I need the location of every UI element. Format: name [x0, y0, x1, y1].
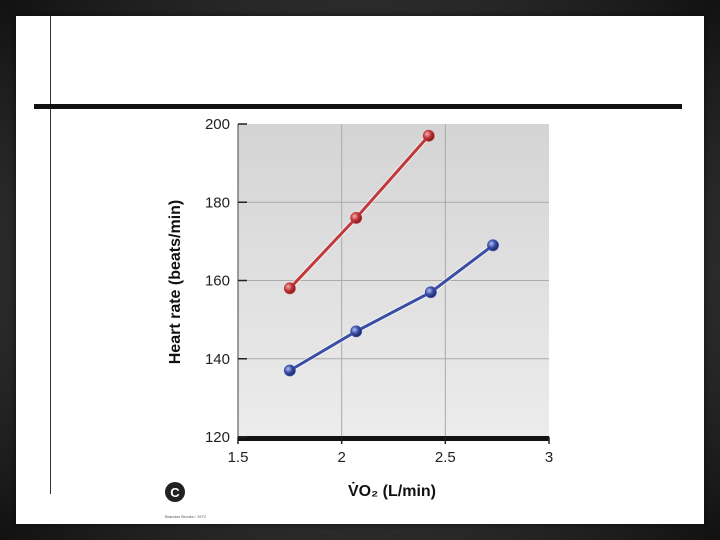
data-point: [350, 211, 363, 224]
slide: 120 140 160 180 200 1.5 2 2.5 3 Heart rate (beat…: [16, 16, 704, 524]
x-tick-label: 2.5: [435, 449, 456, 466]
y-axis-label: Heart rate (beats/min): [167, 200, 184, 365]
data-point: [422, 129, 435, 142]
y-tick-label: 140: [205, 351, 230, 368]
data-point: [283, 364, 296, 377]
x-tick-label: 2: [337, 449, 345, 466]
data-point: [350, 325, 363, 338]
y-tick-label: 200: [205, 116, 230, 133]
y-tick-label: 120: [205, 429, 230, 446]
x-tick-label: 1.5: [228, 449, 249, 466]
series-line: [289, 244, 494, 372]
panel-letter-badge: [165, 482, 185, 502]
panel-letter: C: [170, 485, 180, 500]
data-point: [424, 286, 437, 299]
x-tick-label: 3: [545, 449, 553, 466]
x-axis-label: V̇O₂ (L/min): [348, 482, 436, 500]
title-rule: [34, 104, 682, 109]
data-point: [487, 239, 499, 252]
credit-text: Brandon Brooks / 1972: [165, 514, 207, 519]
x-axis: [238, 436, 549, 441]
y-tick-label: 180: [205, 194, 230, 211]
chart: 120 140 160 180 200 1.5 2 2.5 3 Heart rate (beat…: [165, 116, 553, 519]
left-rule: [50, 16, 51, 494]
y-tick-label: 160: [205, 273, 230, 290]
data-point: [283, 282, 296, 295]
